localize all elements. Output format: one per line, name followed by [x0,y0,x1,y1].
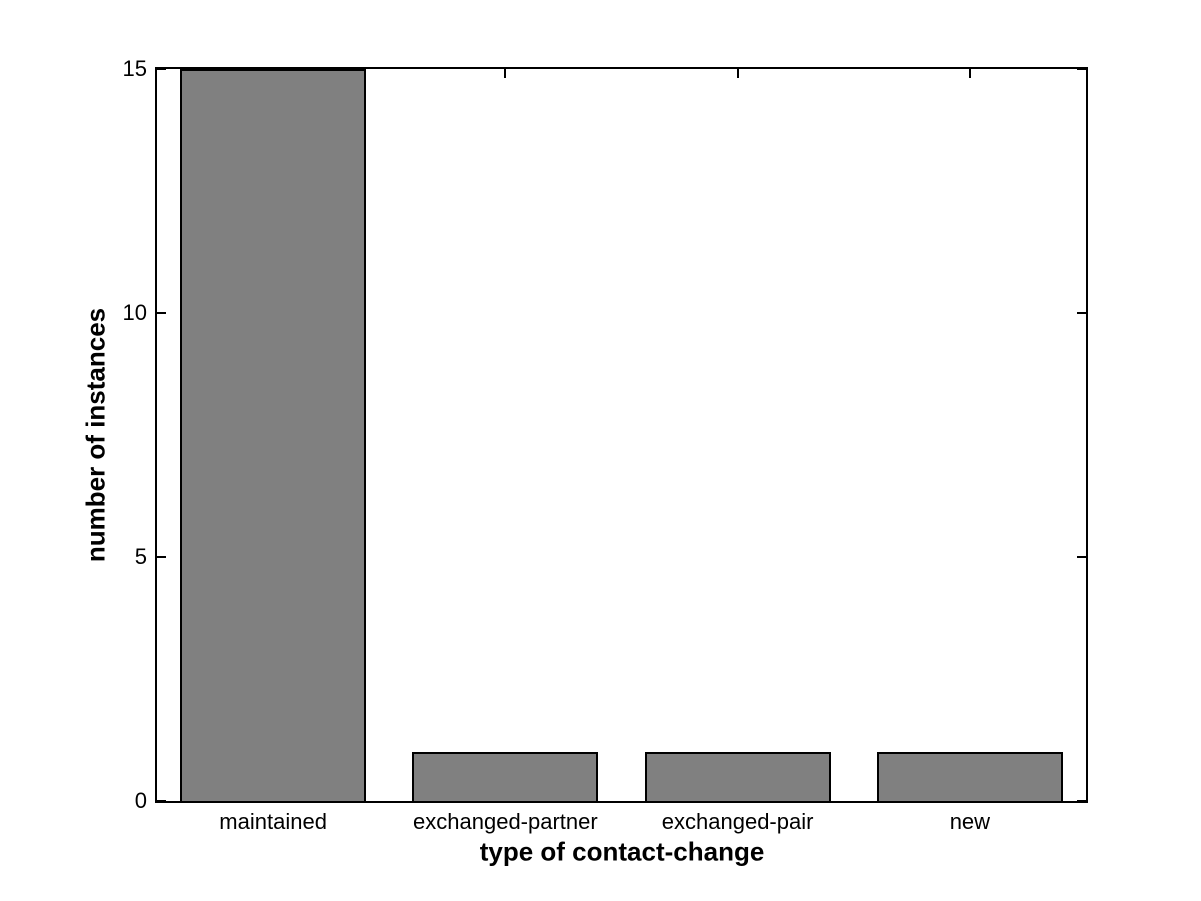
y-axis-tick [1077,312,1086,314]
y-axis-tick-label: 0 [134,788,147,813]
x-axis-title: type of contact-change [479,836,765,867]
bar [876,752,1063,803]
y-axis-tick [1077,800,1086,802]
y-axis-tick [157,800,166,802]
y-axis-tick [1077,556,1086,558]
x-axis-tick-label: exchanged-pair [661,809,814,834]
y-axis-tick-label: 15 [122,56,147,81]
y-axis-tick [157,68,166,70]
y-axis-tick [1077,68,1086,70]
x-axis-tick-label: new [949,809,991,834]
bar [644,752,831,803]
x-axis-tick-label: exchanged-partner [413,809,598,834]
bar [412,752,599,803]
y-axis-tick [157,312,166,314]
y-axis-tick [157,556,166,558]
x-axis-tick [968,69,971,78]
plot-area [155,67,1088,803]
y-axis-title: number of instances [80,307,111,563]
x-axis-tick [736,69,739,78]
y-axis-tick-label: 5 [134,544,147,569]
x-axis-tick [504,69,507,78]
y-axis-tick-label: 10 [122,300,147,325]
bar [180,69,367,803]
x-axis-tick-label: maintained [219,809,327,834]
